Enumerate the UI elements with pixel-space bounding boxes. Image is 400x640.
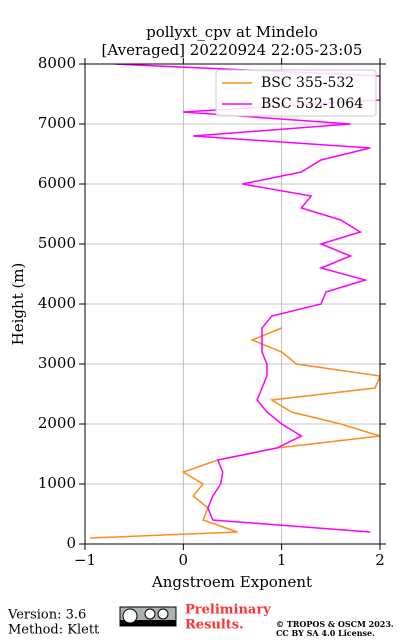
- x-tick-label: −1: [74, 551, 96, 569]
- y-tick-label: 8000: [38, 54, 76, 72]
- y-tick-label: 3000: [38, 354, 76, 372]
- version: Version: 3.6: [7, 608, 86, 623]
- copyright: CC BY SA 4.0 License.: [276, 628, 375, 638]
- chart-title: pollyxt_cpv at Mindelo: [146, 23, 318, 41]
- x-axis-label: Angstroem Exponent: [151, 573, 312, 591]
- y-tick-label: 1000: [38, 474, 76, 492]
- x-tick-label: 0: [179, 551, 189, 569]
- legend-label: BSC 532-1064: [261, 96, 363, 112]
- copyright: © TROPOS & OSCM 2023.: [276, 619, 394, 629]
- y-tick-label: 4000: [38, 294, 76, 312]
- y-tick-label: 5000: [38, 234, 76, 252]
- plot-frame: [84, 63, 381, 545]
- legend-label: BSC 355-532: [261, 75, 354, 91]
- method: Method: Klett: [8, 623, 100, 638]
- cc-logo: [119, 606, 177, 627]
- chart-subtitle: [Averaged] 20220924 22:05-23:05: [102, 41, 363, 59]
- y-tick-label: 6000: [38, 174, 76, 192]
- notice: Preliminary: [185, 603, 271, 618]
- data-line: [114, 64, 380, 533]
- notice: Results.: [185, 618, 244, 633]
- y-tick-label: 0: [66, 534, 76, 552]
- y-tick-label: 7000: [38, 114, 76, 132]
- y-tick-label: 2000: [38, 414, 76, 432]
- x-tick-label: 2: [375, 551, 385, 569]
- legend-box: [215, 69, 377, 117]
- y-axis-label: Height (m): [9, 263, 27, 346]
- x-tick-label: 1: [277, 551, 287, 569]
- data-line: [89, 327, 380, 539]
